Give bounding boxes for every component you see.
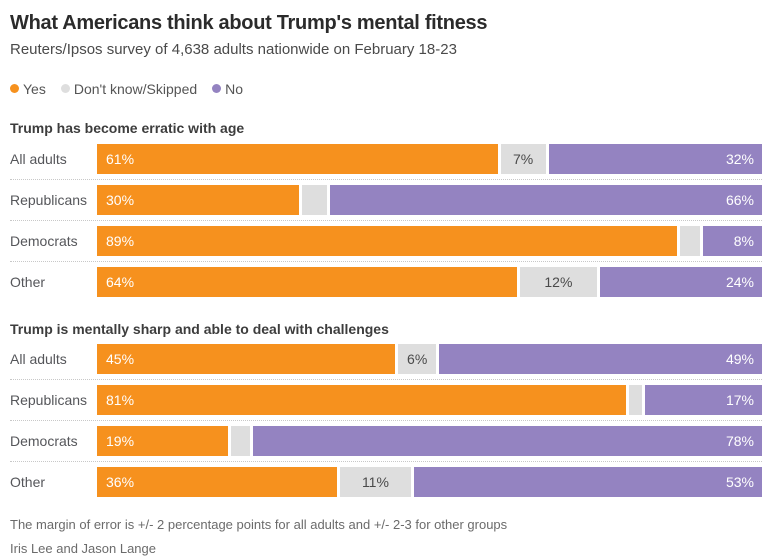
- table-row: All adults 61% 7% 32%: [10, 139, 762, 180]
- legend-item-no: No: [212, 81, 243, 97]
- segment-value: 24%: [725, 273, 754, 290]
- bar-segment-dk: [629, 385, 642, 416]
- category-label: Democrats: [10, 433, 78, 450]
- segment-value: 89%: [106, 232, 135, 249]
- stacked-bar: 89% 8%: [97, 225, 762, 256]
- legend-label-no: No: [225, 80, 244, 97]
- stacked-bar: 61% 7% 32%: [97, 143, 762, 174]
- table-row: Other 36% 11% 53%: [10, 462, 763, 502]
- bar-segment-yes: 81%: [97, 385, 627, 416]
- bar-segment-no: 53%: [413, 467, 763, 498]
- segment-value: 64%: [106, 273, 135, 290]
- segment-value: 66%: [725, 191, 754, 208]
- segment-value: 78%: [725, 433, 755, 450]
- section-header-sharp: Trump is mentally sharp and able to deal…: [10, 320, 389, 337]
- legend: Yes Don't know/Skipped No: [10, 81, 762, 97]
- bar-segment-dk: [230, 426, 251, 457]
- legend-label-dk: Don't know/Skipped: [73, 80, 198, 97]
- bar-segment-yes: 45%: [97, 344, 395, 375]
- stacked-bar: 64% 12% 24%: [97, 266, 762, 297]
- segment-value: 36%: [106, 474, 135, 491]
- chart-subtitle: Reuters/Ipsos survey of 4,638 adults nat…: [10, 41, 457, 58]
- segment-value: 53%: [725, 474, 755, 491]
- stacked-bar: 30% 66%: [97, 184, 762, 215]
- bar-segment-dk: [680, 225, 700, 256]
- segment-value: 30%: [106, 191, 135, 208]
- segment-value: 61%: [106, 150, 135, 167]
- segment-value: 17%: [725, 392, 754, 409]
- legend-dot-no-icon: [212, 84, 222, 94]
- table-row: All adults 45% 6% 49%: [10, 339, 762, 381]
- segment-value: 81%: [106, 392, 135, 409]
- bar-segment-no: 17%: [644, 385, 762, 416]
- section-header-erratic: Trump has become erratic with age: [10, 119, 245, 136]
- segment-value: 49%: [725, 351, 754, 368]
- legend-item-yes: Yes: [10, 81, 46, 97]
- table-row: Democrats 19% 78%: [10, 421, 763, 463]
- bar-segment-dk: 6%: [397, 344, 437, 375]
- margin-of-error-note: The margin of error is +/- 2 percentage …: [10, 517, 508, 533]
- stacked-bar: 45% 6% 49%: [97, 344, 762, 375]
- section-rows-erratic: All adults 61% 7% 32% Republicans 30% 66…: [10, 139, 762, 302]
- segment-value: 7%: [512, 150, 534, 167]
- bar-segment-no: 78%: [253, 426, 763, 457]
- segment-value: 8%: [733, 232, 754, 249]
- bar-segment-dk: [301, 184, 328, 215]
- bar-segment-dk: 11%: [340, 467, 411, 498]
- bar-segment-no: 32%: [548, 143, 762, 174]
- segment-value: 11%: [361, 474, 389, 491]
- stacked-bar: 36% 11% 53%: [97, 467, 763, 498]
- byline: Iris Lee and Jason Lange: [10, 541, 156, 556]
- table-row: Republicans 81% 17%: [10, 380, 762, 422]
- legend-label-yes: Yes: [23, 80, 46, 97]
- legend-item-dk: Don't know/Skipped: [60, 80, 198, 97]
- bar-segment-yes: 30%: [97, 184, 299, 215]
- bar-segment-no: 24%: [599, 266, 762, 297]
- category-label: Other: [10, 273, 46, 290]
- bar-segment-no: 66%: [330, 184, 762, 215]
- category-label: Republicans: [10, 392, 88, 409]
- category-label: All adults: [10, 150, 67, 167]
- table-row: Other 64% 12% 24%: [10, 262, 762, 302]
- stacked-bar: 19% 78%: [97, 426, 763, 457]
- segment-value: 19%: [106, 433, 135, 450]
- bar-segment-yes: 19%: [97, 426, 228, 457]
- category-label: All adults: [10, 351, 67, 368]
- table-row: Democrats 89% 8%: [10, 221, 762, 262]
- table-row: Republicans 30% 66%: [10, 180, 762, 221]
- segment-value: 12%: [544, 273, 573, 290]
- bar-segment-no: 8%: [702, 225, 762, 256]
- bar-segment-yes: 89%: [97, 225, 678, 256]
- bar-segment-yes: 61%: [97, 143, 498, 174]
- legend-dot-yes-icon: [10, 84, 19, 94]
- page-title: What Americans think about Trump's menta…: [10, 12, 488, 34]
- section-rows-sharp: All adults 45% 6% 49% Republicans 81% 17…: [10, 339, 763, 502]
- stacked-bar: 81% 17%: [97, 385, 762, 416]
- category-label: Democrats: [10, 232, 78, 249]
- bar-segment-yes: 64%: [97, 266, 517, 297]
- bar-segment-no: 49%: [439, 344, 762, 375]
- bar-segment-dk: 12%: [519, 266, 597, 297]
- bar-segment-yes: 36%: [97, 467, 338, 498]
- segment-value: 45%: [106, 351, 135, 368]
- category-label: Republicans: [10, 191, 88, 208]
- category-label: Other: [10, 474, 46, 491]
- segment-value: 6%: [407, 351, 428, 368]
- bar-segment-dk: 7%: [500, 143, 546, 174]
- segment-value: 32%: [725, 150, 754, 167]
- legend-dot-dk-icon: [60, 84, 70, 94]
